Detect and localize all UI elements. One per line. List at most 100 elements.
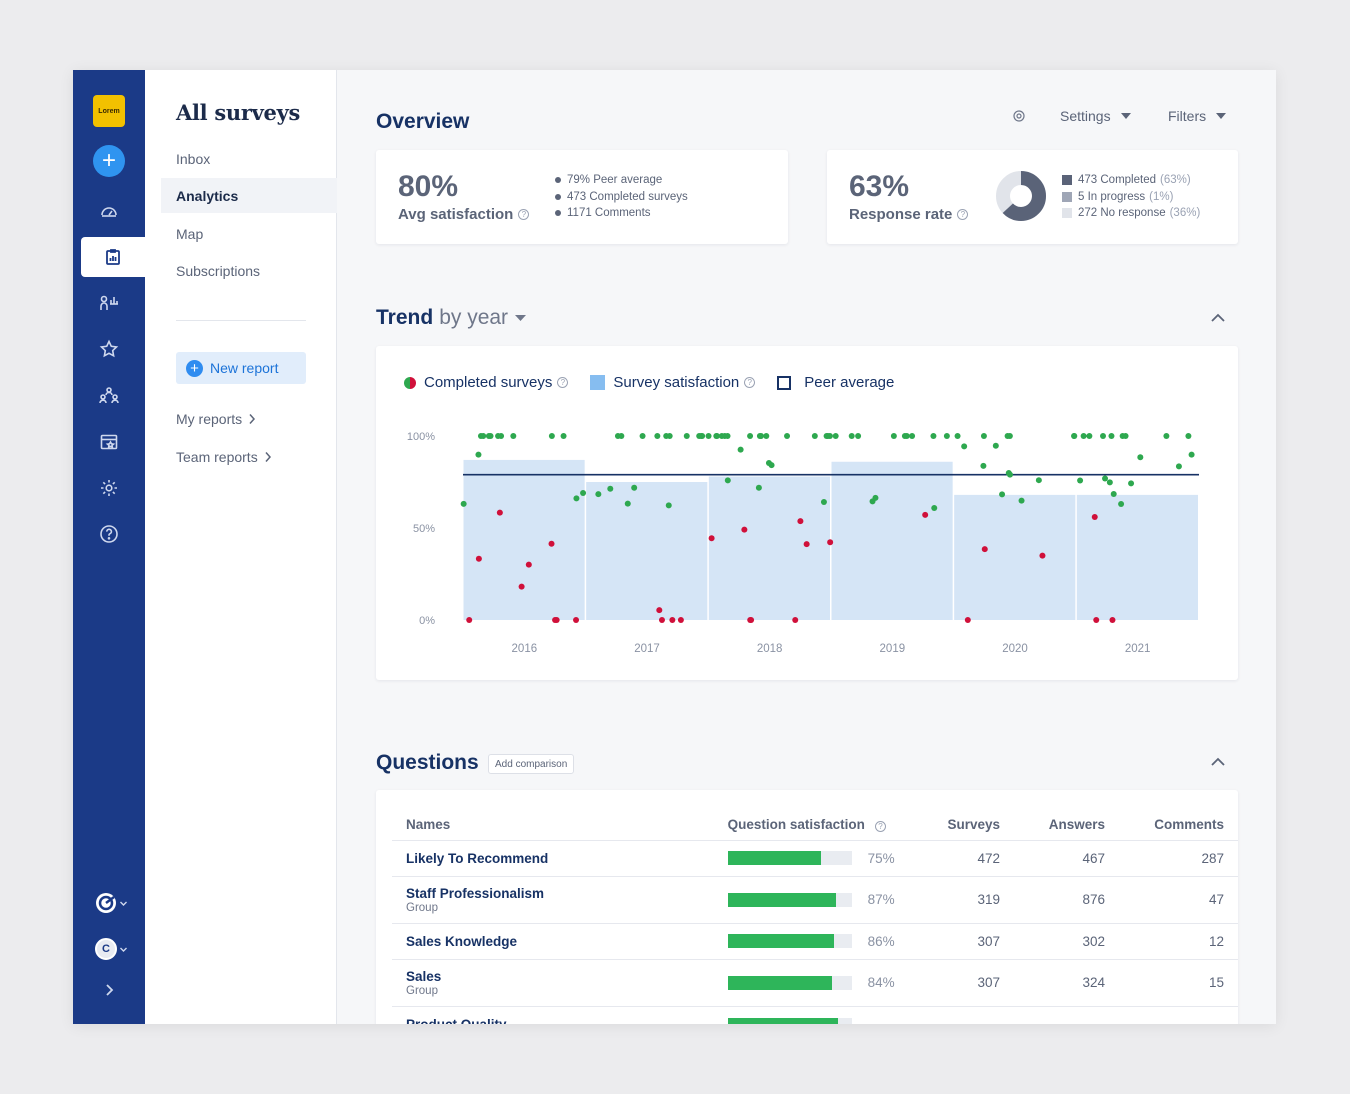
help-icon[interactable]: ? — [874, 821, 886, 833]
table-row[interactable]: Likely To Recommend 75% 472 467 287 — [392, 840, 1238, 877]
subnav-item-map[interactable]: Map — [176, 225, 204, 242]
legend-satisfaction-label: Survey satisfaction — [613, 374, 740, 391]
col-question-satisfaction[interactable]: Question satisfaction? — [713, 810, 934, 841]
new-report-button[interactable]: + New report — [176, 352, 306, 384]
table-row[interactable]: Product Quality — [392, 1006, 1238, 1024]
my-reports-link[interactable]: My reports — [176, 411, 256, 427]
x-tick-label: 2020 — [1002, 643, 1028, 655]
response-rate-label: Response rate? — [849, 206, 969, 223]
gear-icon[interactable] — [1012, 109, 1026, 123]
settings-dropdown[interactable]: Settings — [1060, 108, 1131, 124]
table-row[interactable]: Sales Knowledge 86% 307 302 12 — [392, 923, 1238, 960]
surveys-cell — [933, 1006, 1015, 1024]
response-donut — [996, 171, 1046, 221]
legend-satisfaction[interactable]: Survey satisfaction ? — [590, 374, 756, 391]
comments-stat: 1171 Comments — [567, 207, 651, 220]
question-name[interactable]: Sales — [406, 968, 442, 984]
completed-surveys-stat: 473 Completed surveys — [567, 190, 688, 203]
response-dot — [518, 583, 525, 590]
x-tick-label: 2017 — [634, 643, 660, 655]
team-reports-link[interactable]: Team reports — [176, 449, 272, 465]
workspace-switcher[interactable] — [95, 889, 135, 917]
response-dot — [981, 546, 988, 553]
main-content: Overview Settings Filters 80% Avg satisf… — [337, 70, 1276, 1024]
chevron-down-icon — [120, 947, 127, 952]
response-dot — [624, 500, 631, 507]
response-rate-card: 63% Response rate? 473 Completed (63%) 5 … — [827, 150, 1238, 244]
teams-nav[interactable] — [73, 375, 145, 415]
legend-completed[interactable]: Completed surveys ? — [404, 374, 569, 391]
legend-peer[interactable]: Peer average — [777, 374, 894, 391]
settings-nav[interactable] — [73, 468, 145, 508]
response-dot — [820, 498, 827, 505]
team-reports-label: Team reports — [176, 449, 258, 465]
subnav-item-subscriptions[interactable]: Subscriptions — [176, 262, 261, 279]
help-icon[interactable]: ? — [557, 377, 569, 388]
question-name-cell[interactable]: Likely To Recommend — [392, 840, 714, 877]
question-name[interactable]: Likely To Recommend — [406, 850, 549, 866]
chart-legend: Completed surveys ? Survey satisfaction … — [404, 374, 916, 391]
question-name-cell[interactable]: Sales Knowledge — [392, 923, 714, 960]
gear-icon — [101, 480, 117, 496]
workspace-logo-icon — [96, 893, 116, 913]
response-dot — [1086, 433, 1093, 439]
help-icon[interactable]: ? — [957, 209, 969, 220]
table-row[interactable]: Staff Professionalism Group 87% 319 876 47 — [392, 876, 1238, 924]
response-dot — [747, 433, 754, 439]
response-dot — [961, 443, 968, 450]
col-names[interactable]: Names — [392, 810, 714, 841]
satisfaction-bar-fill — [727, 892, 836, 907]
filters-dropdown[interactable]: Filters — [1168, 108, 1227, 124]
add-comparison-button[interactable]: Add comparison — [488, 754, 575, 774]
response-dot — [724, 477, 731, 484]
create-button[interactable]: + — [93, 145, 125, 177]
question-name-cell[interactable]: Product Quality — [392, 1006, 714, 1024]
col-answers[interactable]: Answers — [1014, 810, 1120, 841]
response-dot — [614, 433, 621, 439]
question-name-cell[interactable]: Sales Group — [392, 959, 714, 1007]
expand-sidebar-button[interactable] — [73, 970, 145, 1010]
col-comments[interactable]: Comments — [1119, 810, 1238, 841]
help-icon[interactable]: ? — [744, 377, 756, 388]
response-dot — [755, 484, 762, 491]
response-dot — [792, 617, 799, 623]
response-dot — [922, 511, 929, 518]
collapse-chevron-up-icon[interactable] — [1210, 757, 1226, 767]
subnav-item-analytics[interactable]: Analytics — [161, 178, 337, 213]
response-dot — [823, 433, 830, 439]
response-dot — [901, 433, 908, 439]
insights-nav[interactable] — [73, 283, 145, 323]
subnav-item-inbox[interactable]: Inbox — [176, 150, 211, 167]
response-dot — [669, 617, 676, 623]
chevron-right-icon — [106, 984, 114, 996]
campaigns-nav[interactable] — [73, 422, 145, 462]
help-nav[interactable] — [73, 514, 145, 554]
breakdown-row: 473 Completed (63%) — [1062, 172, 1200, 189]
response-dot — [980, 433, 987, 439]
question-name[interactable]: Staff Professionalism — [406, 885, 545, 901]
satisfaction-bar-2018 — [708, 476, 830, 620]
question-name-cell[interactable]: Staff Professionalism Group — [392, 876, 714, 924]
collapse-chevron-up-icon[interactable] — [1210, 313, 1226, 323]
trend-chart: 100% 50% 0% 2016 2017 2018 2019 2020 2021 — [407, 431, 1199, 655]
help-icon[interactable]: ? — [518, 209, 530, 220]
response-dot — [525, 561, 532, 568]
response-dot — [930, 433, 937, 439]
table-row[interactable]: Sales Group 84% 307 324 15 — [392, 959, 1238, 1007]
user-menu[interactable]: C — [95, 935, 135, 963]
satisfaction-bar-2020 — [954, 494, 1076, 620]
question-name[interactable]: Sales Knowledge — [406, 933, 518, 949]
response-dot — [1122, 433, 1129, 439]
brand-logo[interactable]: Lorem — [93, 95, 125, 127]
chevron-down-icon — [120, 901, 127, 906]
favorites-nav[interactable] — [73, 329, 145, 369]
col-surveys[interactable]: Surveys — [933, 810, 1015, 841]
dashboard-nav[interactable] — [73, 191, 145, 231]
trend-title[interactable]: Trend by year — [376, 306, 527, 330]
response-dot — [1128, 480, 1135, 487]
question-name[interactable]: Product Quality — [406, 1016, 507, 1025]
response-dot — [848, 433, 855, 439]
comments-cell: 47 — [1119, 876, 1238, 924]
surveys-nav[interactable] — [81, 237, 145, 277]
response-dot — [1108, 433, 1115, 439]
